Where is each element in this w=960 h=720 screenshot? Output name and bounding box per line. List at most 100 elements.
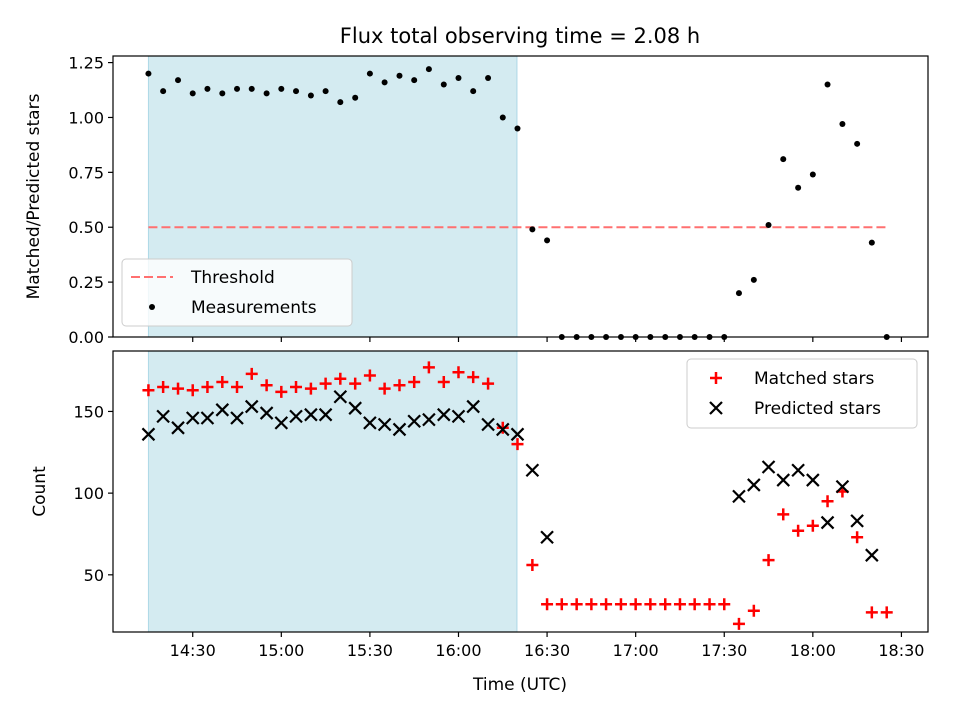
measurement-point bbox=[425, 66, 432, 73]
measurement-point bbox=[278, 85, 285, 92]
predicted-star-point bbox=[156, 409, 170, 424]
legend-box bbox=[121, 258, 353, 327]
predicted-star-point bbox=[835, 479, 850, 494]
matched-star-point bbox=[245, 367, 258, 380]
measurement-point bbox=[455, 74, 462, 81]
predicted-star-point bbox=[185, 411, 200, 425]
y-tick-label: 0.75 bbox=[68, 163, 104, 182]
count-panel: 14:30 15:00 15:30 16:00 16:30 17:00 17:30 18:00… bbox=[30, 350, 929, 660]
matched-star-point bbox=[496, 421, 509, 434]
matched-star-point bbox=[511, 438, 524, 451]
y-tick-label: 150 bbox=[73, 402, 104, 421]
predicted-star-point bbox=[437, 407, 451, 422]
measurement-point bbox=[293, 88, 300, 95]
measurement-point bbox=[411, 77, 418, 84]
matched-star-point bbox=[703, 598, 716, 611]
measurement-point bbox=[839, 121, 846, 128]
matched-star-point bbox=[526, 559, 539, 572]
measurement-point bbox=[366, 70, 373, 77]
matched-star-point bbox=[880, 606, 893, 619]
matched-star-point bbox=[231, 380, 244, 393]
matched-star-point bbox=[732, 617, 745, 630]
measurement-point bbox=[529, 226, 536, 233]
axes-frame bbox=[112, 350, 929, 633]
measurement-point bbox=[514, 125, 521, 132]
predicted-star-point bbox=[791, 463, 805, 478]
predicted-star-point bbox=[481, 417, 495, 432]
x-tick-label: 18:00 bbox=[790, 641, 836, 660]
predicted-star-point bbox=[466, 399, 480, 414]
matched-star-point bbox=[142, 384, 155, 397]
matched-star-point bbox=[570, 598, 583, 611]
matched-star-point bbox=[260, 379, 273, 392]
y-axis-label: Count bbox=[30, 466, 50, 517]
predicted-star-point bbox=[171, 421, 185, 435]
predicted-star-point bbox=[304, 407, 318, 422]
predicted-star-point bbox=[422, 412, 436, 427]
measurement-point bbox=[219, 90, 226, 97]
y-tick-label: 0.00 bbox=[68, 328, 104, 347]
predicted-star-point bbox=[776, 473, 791, 487]
matched-star-point bbox=[452, 366, 465, 379]
matched-star-point bbox=[393, 379, 406, 392]
matched-star-point bbox=[422, 361, 435, 374]
ratio-panel: 0.00 0.25 0.50 0.75 1.00 1.25 Matched/Predicte… bbox=[24, 54, 929, 347]
predicted-star-point bbox=[510, 427, 525, 442]
predicted-star-point bbox=[200, 411, 215, 425]
measurement-point bbox=[396, 72, 403, 79]
x-tick-label: 17:30 bbox=[701, 641, 747, 660]
matched-star-point bbox=[201, 380, 214, 393]
legend-predicted-swatch bbox=[709, 401, 723, 415]
matched-star-point bbox=[688, 598, 701, 611]
predicted-star-point bbox=[259, 406, 274, 420]
matched-star-point bbox=[629, 598, 642, 611]
measurement-point bbox=[175, 77, 182, 84]
measurement-point bbox=[544, 237, 551, 244]
predicted-star-point bbox=[496, 422, 510, 437]
y-tick-label: 1.25 bbox=[68, 54, 104, 73]
predicted-star-point bbox=[244, 399, 259, 414]
matched-star-point bbox=[437, 376, 450, 389]
predicted-star-point bbox=[392, 422, 407, 437]
x-tick-label: 17:00 bbox=[613, 641, 659, 660]
measurement-point bbox=[765, 222, 772, 229]
predicted-star-point bbox=[540, 530, 554, 545]
measurement-point bbox=[145, 70, 152, 77]
x-tick-label: 16:30 bbox=[524, 641, 570, 660]
measurement-point bbox=[470, 88, 477, 95]
matched-star-point bbox=[363, 369, 376, 382]
matched-star-point bbox=[806, 519, 819, 532]
matched-star-point bbox=[600, 598, 613, 611]
matched-star-point bbox=[659, 598, 672, 611]
matched-star-point bbox=[777, 508, 790, 521]
measurement-point bbox=[499, 114, 506, 121]
matched-star-point bbox=[644, 598, 657, 611]
measurement-point bbox=[263, 90, 270, 97]
matched-star-point bbox=[349, 377, 362, 390]
matched-star-point bbox=[851, 531, 864, 544]
matched-star-point bbox=[172, 382, 185, 395]
measurement-point bbox=[160, 88, 167, 95]
measurement-point bbox=[381, 79, 388, 86]
matched-star-point bbox=[865, 606, 878, 619]
matched-star-point bbox=[718, 598, 731, 611]
measurement-point bbox=[485, 74, 492, 81]
measurement-point bbox=[248, 85, 255, 92]
measurement-point bbox=[795, 184, 802, 191]
matched-star-point bbox=[319, 377, 332, 390]
measurement-point bbox=[352, 94, 359, 101]
predicted-star-point bbox=[820, 515, 835, 530]
predicted-star-point bbox=[318, 407, 333, 422]
matched-star-point bbox=[290, 380, 303, 393]
x-axis-label: Time (UTC) bbox=[472, 675, 567, 695]
measurement-point bbox=[189, 90, 196, 97]
legend: Matched stars Predicted stars bbox=[686, 358, 918, 429]
predicted-star-point bbox=[761, 460, 776, 474]
predicted-star-point bbox=[274, 416, 289, 430]
legend: Threshold Measurements bbox=[121, 258, 353, 327]
predicted-star-point bbox=[289, 409, 303, 424]
measurement-point bbox=[868, 239, 875, 246]
measurement-point bbox=[750, 276, 757, 283]
measurement-point bbox=[337, 99, 344, 106]
